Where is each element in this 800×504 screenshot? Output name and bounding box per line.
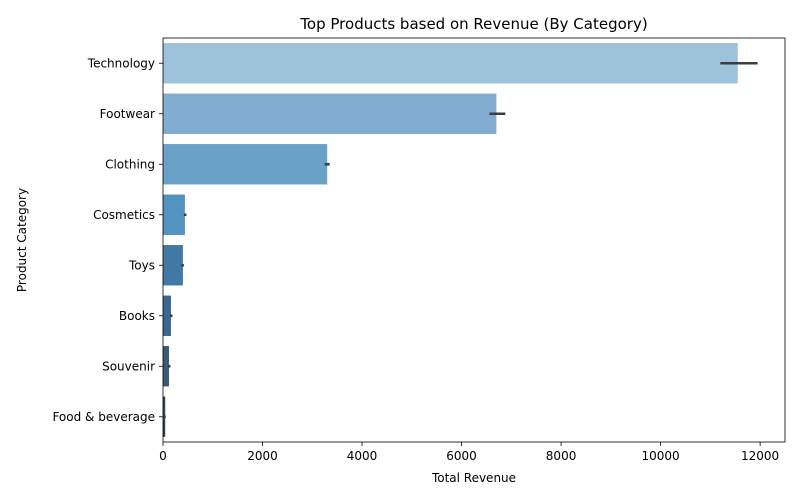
y-tick-label: Footwear [100, 107, 155, 121]
y-tick-label: Cosmetics [93, 208, 155, 222]
y-tick-label: Toys [128, 258, 155, 272]
error-bars-layer [164, 61, 758, 419]
bar [163, 346, 169, 387]
y-tick-label: Food & beverage [52, 410, 155, 424]
axes-layer [159, 37, 786, 446]
x-tick-label: 2000 [247, 449, 278, 463]
chart-title: Top Products based on Revenue (By Catego… [299, 15, 647, 33]
x-tick-labels: 0 2000 4000 6000 8000 10000 12000 [159, 449, 779, 463]
bar [163, 194, 185, 235]
bar [163, 93, 497, 134]
x-tick-label: 4000 [347, 449, 378, 463]
y-axis-label: Product Category [15, 188, 29, 292]
plot-frame [162, 37, 786, 443]
bar [163, 144, 328, 185]
x-axis-label: Total Revenue [431, 471, 516, 485]
x-tick-label: 8000 [546, 449, 577, 463]
bar [163, 396, 166, 437]
x-tick-label: 6000 [446, 449, 477, 463]
y-tick-label: Technology [87, 56, 155, 70]
bar [163, 295, 171, 336]
bar [163, 43, 738, 84]
bar [163, 245, 183, 286]
y-tick-label: Books [119, 309, 155, 323]
y-tick-label: Clothing [105, 157, 155, 171]
y-tick-labels: Technology Footwear Clothing Cosmetics Toys B… [52, 56, 155, 424]
x-tick-label: 10000 [642, 449, 680, 463]
bars-layer [163, 43, 738, 437]
x-tick-label: 0 [159, 449, 167, 463]
y-tick-label: Souvenir [102, 359, 155, 373]
x-tick-label: 12000 [741, 449, 779, 463]
